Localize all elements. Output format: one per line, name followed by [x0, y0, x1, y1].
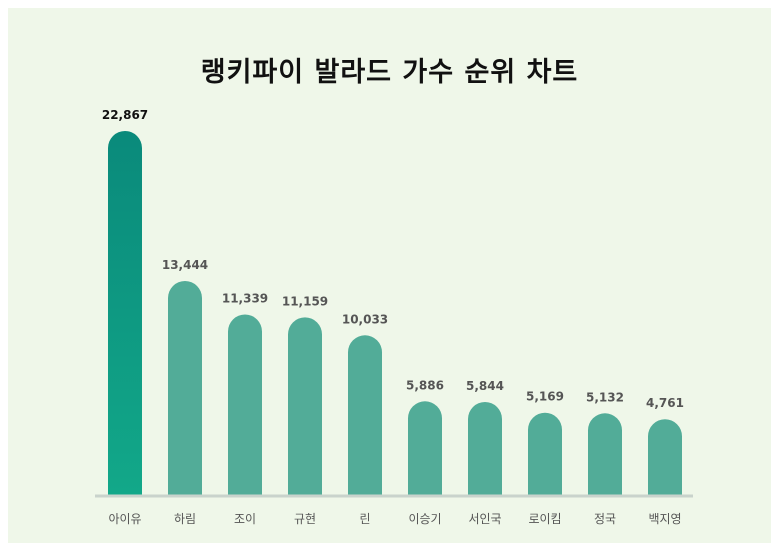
category-label-7: 로이킴 [528, 512, 561, 526]
value-label-4: 10,033 [342, 312, 388, 326]
value-label-9: 4,761 [646, 396, 684, 410]
value-label-7: 5,169 [526, 390, 564, 404]
bar-5 [408, 401, 442, 495]
bar-2 [228, 314, 262, 495]
value-label-5: 5,886 [406, 378, 444, 392]
bar-8 [588, 413, 622, 495]
category-label-2: 조이 [234, 512, 256, 526]
value-label-1: 13,444 [162, 258, 208, 272]
category-label-5: 이승기 [408, 512, 441, 526]
bar-6 [468, 401, 502, 495]
value-label-8: 5,132 [586, 390, 624, 404]
value-label-6: 5,844 [466, 379, 504, 393]
category-label-1: 하림 [174, 512, 196, 526]
bar-7 [528, 412, 562, 495]
bar-3 [288, 317, 322, 495]
bar-1 [168, 280, 202, 495]
bar-4 [348, 335, 382, 495]
value-label-2: 11,339 [222, 292, 268, 306]
category-label-0: 아이유 [108, 512, 141, 526]
category-label-9: 백지영 [648, 512, 681, 526]
category-label-6: 서인국 [468, 512, 501, 526]
bar-9 [648, 419, 682, 495]
category-label-4: 린 [359, 512, 370, 526]
value-label-0: 22,867 [102, 108, 148, 122]
value-label-3: 11,159 [282, 294, 328, 308]
category-label-3: 규현 [294, 512, 316, 526]
bar-0 [108, 131, 142, 495]
category-label-8: 정국 [594, 512, 616, 526]
chart-title: 랭키파이 발라드 가수 순위 차트 [200, 57, 579, 88]
